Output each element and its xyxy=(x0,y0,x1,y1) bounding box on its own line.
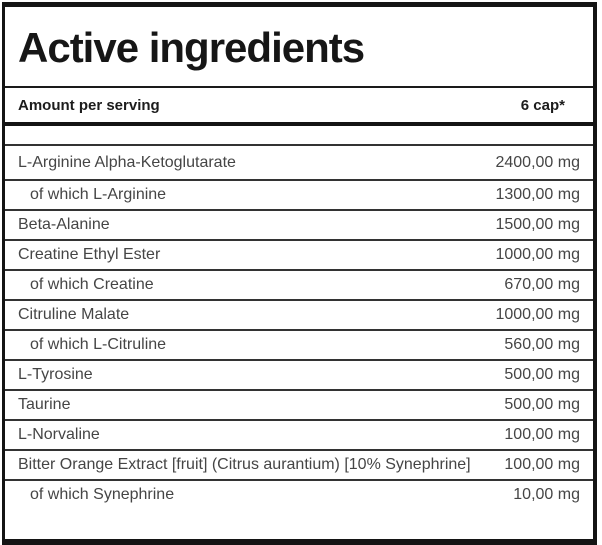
table-header-row: Amount per serving 6 cap* xyxy=(5,88,593,126)
ingredient-amount: 500,00 mg xyxy=(504,366,580,383)
ingredient-row: of which Creatine 670,00 mg xyxy=(5,269,593,299)
ingredient-name: L-Tyrosine xyxy=(18,366,93,383)
header-amount-per-serving: Amount per serving xyxy=(18,96,160,114)
ingredient-amount: 10,00 mg xyxy=(513,486,580,503)
ingredient-row: L-Arginine Alpha-Ketoglutarate 2400,00 m… xyxy=(5,146,593,179)
ingredient-amount: 670,00 mg xyxy=(504,276,580,293)
ingredient-amount: 1300,00 mg xyxy=(495,186,580,203)
ingredient-name: Creatine Ethyl Ester xyxy=(18,246,161,263)
ingredient-name: Citruline Malate xyxy=(18,306,130,323)
ingredient-rows: L-Arginine Alpha-Ketoglutarate 2400,00 m… xyxy=(5,146,593,509)
ingredient-name: L-Norvaline xyxy=(18,426,100,443)
ingredient-amount: 2400,00 mg xyxy=(495,153,580,171)
ingredient-amount: 100,00 mg xyxy=(504,456,580,473)
ingredient-row: of which Synephrine 10,00 mg xyxy=(5,479,593,509)
ingredient-amount: 1500,00 mg xyxy=(495,216,580,233)
ingredient-name: Bitter Orange Extract [fruit] (Citrus au… xyxy=(18,456,471,473)
ingredient-amount: 500,00 mg xyxy=(504,396,580,413)
ingredient-row: Citruline Malate 1000,00 mg xyxy=(5,299,593,329)
ingredient-row: L-Tyrosine 500,00 mg xyxy=(5,359,593,389)
ingredient-amount: 560,00 mg xyxy=(504,336,580,353)
ingredient-amount: 1000,00 mg xyxy=(495,246,580,263)
ingredient-row: Beta-Alanine 1500,00 mg xyxy=(5,209,593,239)
ingredient-name: Beta-Alanine xyxy=(18,216,110,233)
table-title-block: Active ingredients xyxy=(5,7,593,88)
ingredient-name: L-Arginine Alpha-Ketoglutarate xyxy=(18,153,236,171)
ingredient-row: Bitter Orange Extract [fruit] (Citrus au… xyxy=(5,449,593,479)
ingredient-row: L-Norvaline 100,00 mg xyxy=(5,419,593,449)
ingredient-name: of which Creatine xyxy=(30,276,154,293)
ingredient-row: of which L-Citruline 560,00 mg xyxy=(5,329,593,359)
ingredient-row: Taurine 500,00 mg xyxy=(5,389,593,419)
header-serving-size: 6 cap* xyxy=(520,96,565,114)
ingredient-row: Creatine Ethyl Ester 1000,00 mg xyxy=(5,239,593,269)
ingredient-name: of which L-Arginine xyxy=(30,186,167,203)
table-title: Active ingredients xyxy=(18,23,365,71)
ingredient-name: of which L-Citruline xyxy=(30,336,167,353)
spacer-row xyxy=(5,126,593,146)
ingredient-name: of which Synephrine xyxy=(30,486,175,503)
ingredient-amount: 100,00 mg xyxy=(504,426,580,443)
ingredient-name: Taurine xyxy=(18,396,71,413)
ingredient-row: of which L-Arginine 1300,00 mg xyxy=(5,179,593,209)
ingredient-amount: 1000,00 mg xyxy=(495,306,580,323)
